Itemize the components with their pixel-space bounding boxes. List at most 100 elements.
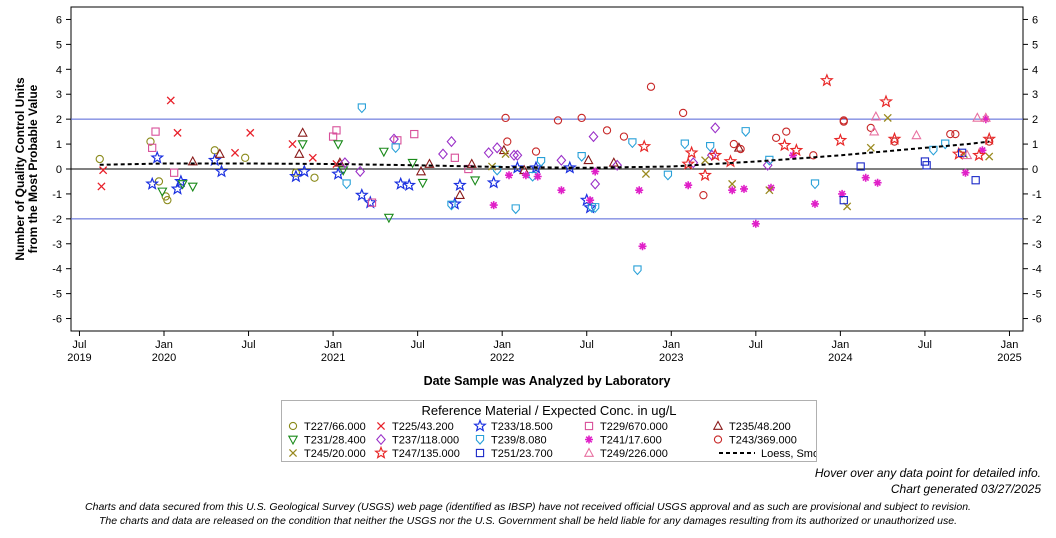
data-point <box>740 184 748 193</box>
data-point <box>869 125 880 136</box>
data-point <box>736 144 745 154</box>
hover-note: Hover over any data point for detailed i… <box>814 466 1041 480</box>
data-point <box>710 122 721 134</box>
data-point <box>602 126 612 135</box>
data-point <box>890 137 899 146</box>
data-point <box>151 127 160 136</box>
data-point <box>839 196 848 205</box>
x-axis-label: Date Sample was Analyzed by Laboratory <box>424 374 671 388</box>
x-tick-year-label: 2022 <box>490 352 514 364</box>
data-point <box>354 187 369 202</box>
legend-marker <box>473 418 487 432</box>
data-point <box>729 139 738 149</box>
data-point <box>765 186 774 195</box>
x-tick-label: Jan <box>1001 339 1019 351</box>
data-point <box>355 165 366 178</box>
data-point <box>962 149 973 160</box>
data-point <box>590 178 601 190</box>
data-point <box>809 151 818 160</box>
legend-entry-label: T233/18.500 <box>491 421 553 433</box>
data-point <box>173 128 182 137</box>
data-point <box>187 182 198 193</box>
data-point <box>415 165 427 176</box>
data-point <box>728 186 737 195</box>
data-point <box>946 129 955 139</box>
legend-entry-label: T229/670.000 <box>600 421 668 433</box>
data-point <box>340 157 350 169</box>
x-tick-label: Jul <box>749 339 763 351</box>
data-point <box>698 167 712 182</box>
data-point <box>577 151 586 162</box>
data-point <box>782 127 791 136</box>
data-point <box>166 96 175 105</box>
data-point <box>972 148 987 162</box>
data-point <box>510 160 525 174</box>
y-tick-label-right: -3 <box>1032 239 1042 251</box>
data-point <box>771 133 781 142</box>
data-point <box>866 143 875 152</box>
legend-entry-label: T247/135.000 <box>392 448 460 460</box>
legend-marker <box>475 448 485 458</box>
legend-marker <box>585 435 593 444</box>
data-point <box>980 112 991 122</box>
y-tick-label-right: -5 <box>1032 289 1042 301</box>
data-point <box>706 142 715 152</box>
data-point <box>438 148 448 160</box>
data-point <box>680 139 689 150</box>
data-point <box>723 154 738 168</box>
loess-line <box>99 140 990 169</box>
data-point <box>591 203 600 213</box>
y-tick-label: -1 <box>52 189 62 201</box>
data-point <box>511 204 520 215</box>
data-point <box>241 153 250 162</box>
x-tick-label: Jan <box>155 339 173 351</box>
data-point <box>486 175 501 189</box>
data-point <box>450 153 459 162</box>
data-point <box>174 174 188 188</box>
data-point <box>741 127 750 137</box>
data-point <box>391 143 400 154</box>
y-tick-label: -3 <box>52 239 62 251</box>
data-point <box>454 189 466 200</box>
data-point <box>536 156 546 167</box>
data-point <box>407 158 418 169</box>
data-point <box>583 154 594 165</box>
data-point <box>210 146 219 155</box>
data-point <box>410 129 419 139</box>
y-tick-label: -4 <box>52 264 62 276</box>
data-point <box>777 138 792 152</box>
x-tick-label: Jul <box>918 339 932 351</box>
legend-entry-label: T241/17.600 <box>600 435 662 447</box>
data-point <box>612 159 623 171</box>
legend-entry-label: T227/66.000 <box>304 421 366 433</box>
legend-marker <box>376 433 386 446</box>
data-point <box>308 153 317 162</box>
data-point <box>342 179 351 190</box>
data-point <box>833 133 848 147</box>
data-point <box>424 158 435 168</box>
data-point <box>870 111 882 121</box>
legend-marker <box>583 447 595 457</box>
data-point <box>684 181 693 190</box>
x-tick-label: Jul <box>411 339 425 351</box>
data-point <box>187 155 198 166</box>
data-point <box>498 144 510 155</box>
x-tick-year-label: 2020 <box>152 352 176 364</box>
data-point <box>663 170 673 181</box>
y-axis-label: Number of Quality Control Unitsfrom the … <box>13 77 40 261</box>
y-tick-label-right: 3 <box>1032 89 1038 101</box>
data-point <box>470 176 481 186</box>
data-point <box>811 199 819 208</box>
data-point <box>619 132 629 141</box>
data-point <box>699 191 708 200</box>
x-tick-label: Jan <box>324 339 342 351</box>
y-tick-label-right: -2 <box>1032 214 1042 226</box>
legend-entry-label: T239/8.080 <box>491 435 547 447</box>
y-tick-label: 4 <box>56 64 62 76</box>
data-point <box>533 172 542 181</box>
legend-entry-label: T231/28.400 <box>304 435 366 447</box>
data-point <box>633 265 642 276</box>
data-point <box>978 146 987 155</box>
data-point <box>333 140 344 150</box>
legend-marker <box>374 445 388 459</box>
